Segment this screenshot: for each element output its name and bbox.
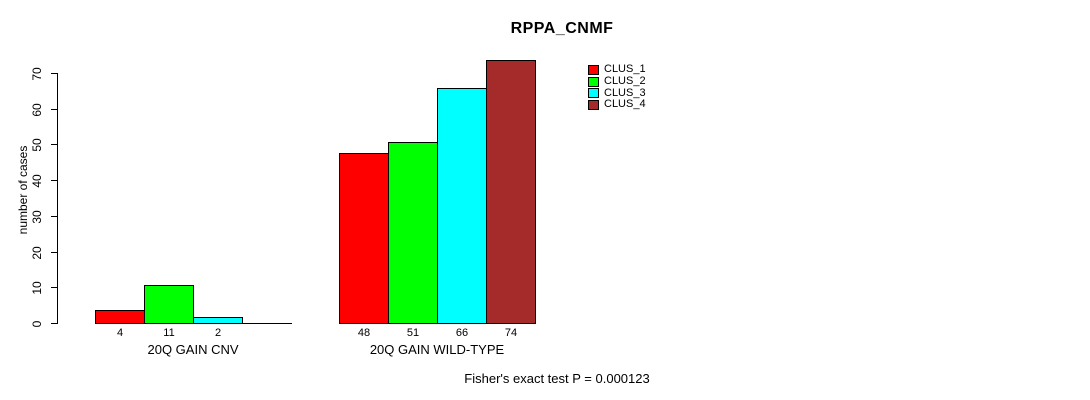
y-tick-label: 0 bbox=[30, 320, 44, 327]
y-tick-mark bbox=[51, 144, 58, 145]
bar-value-label: 51 bbox=[406, 327, 420, 339]
y-tick-label: 70 bbox=[30, 66, 44, 81]
legend-item: CLUS_1 bbox=[588, 64, 646, 76]
y-axis-label: number of cases bbox=[16, 145, 30, 235]
y-tick-mark bbox=[51, 109, 58, 110]
legend-swatch-icon bbox=[588, 64, 599, 75]
y-tick-label: 60 bbox=[30, 102, 44, 117]
legend-item: CLUS_4 bbox=[588, 99, 646, 111]
y-axis-line bbox=[57, 73, 58, 324]
bar-clus_3 bbox=[437, 88, 487, 324]
y-tick-mark bbox=[51, 73, 58, 74]
category-label: 20Q GAIN CNV bbox=[147, 342, 239, 357]
legend-label: CLUS_3 bbox=[604, 86, 646, 99]
y-tick-mark bbox=[51, 252, 58, 253]
y-tick-mark bbox=[51, 287, 58, 288]
chart-title: RPPA_CNMF bbox=[510, 20, 614, 37]
legend-swatch-icon bbox=[588, 76, 599, 87]
bar-clus_1 bbox=[339, 152, 389, 324]
y-tick-label: 20 bbox=[30, 245, 44, 260]
bar-value-label: 11 bbox=[163, 327, 175, 339]
bar-value-label: 66 bbox=[455, 327, 469, 339]
legend-item: CLUS_2 bbox=[588, 76, 646, 88]
bar-clus_2 bbox=[144, 284, 194, 324]
category-label: 20Q GAIN WILD-TYPE bbox=[369, 342, 505, 357]
y-tick-label: 10 bbox=[30, 280, 44, 295]
y-tick-mark bbox=[51, 180, 58, 181]
legend-label: CLUS_1 bbox=[604, 63, 646, 76]
bar-value-label: 4 bbox=[116, 327, 124, 339]
annotation-fisher-test: Fisher's exact test P = 0.000123 bbox=[464, 371, 650, 386]
legend-item: CLUS_3 bbox=[588, 87, 646, 99]
legend-swatch-icon bbox=[588, 99, 599, 110]
legend-label: CLUS_4 bbox=[604, 98, 646, 111]
bar-clus_4 bbox=[486, 59, 536, 324]
y-tick-mark bbox=[51, 323, 58, 324]
bar-clus_1 bbox=[95, 309, 145, 324]
bar-value-label: 48 bbox=[357, 327, 371, 339]
bar-value-label: 2 bbox=[214, 327, 222, 339]
y-tick-label: 50 bbox=[30, 137, 44, 152]
y-tick-label: 40 bbox=[30, 173, 44, 188]
legend-swatch-icon bbox=[588, 88, 599, 99]
bar-value-label: 74 bbox=[504, 327, 518, 339]
y-tick-label: 30 bbox=[30, 209, 44, 224]
bar-clus_3 bbox=[193, 316, 243, 324]
bar-clus_2 bbox=[388, 141, 438, 324]
y-tick-mark bbox=[51, 216, 58, 217]
legend: CLUS_1 CLUS_2 CLUS_3 CLUS_4 bbox=[588, 64, 646, 111]
legend-label: CLUS_2 bbox=[604, 75, 646, 88]
